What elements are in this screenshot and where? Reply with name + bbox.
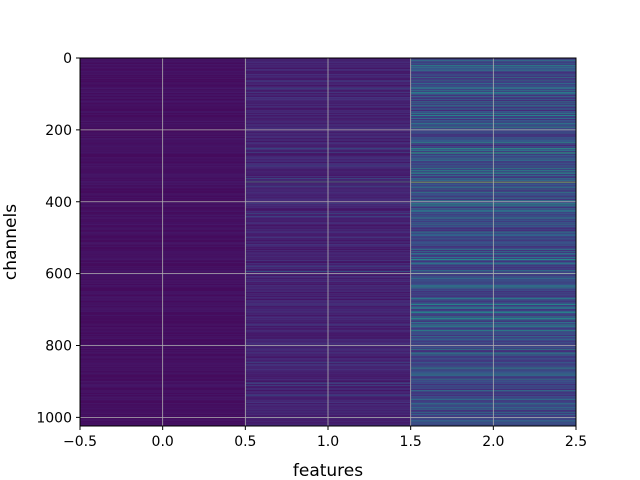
y-axis: 0 200 400 600 800 1000 bbox=[36, 51, 80, 426]
y-tick-label: 600 bbox=[45, 267, 72, 283]
x-tick-label: 0.0 bbox=[152, 434, 174, 450]
x-axis-title: features bbox=[293, 461, 363, 480]
grid-lines bbox=[80, 58, 576, 426]
x-tick-label: 1.5 bbox=[400, 434, 422, 450]
x-tick-label: 2.5 bbox=[565, 434, 587, 450]
x-tick-label: 0.5 bbox=[234, 434, 256, 450]
x-axis: −0.5 0.0 0.5 1.0 1.5 2.0 2.5 bbox=[63, 426, 587, 450]
y-tick-label: 1000 bbox=[36, 410, 72, 426]
y-axis-title: channels bbox=[1, 204, 21, 280]
x-tick-label: 1.0 bbox=[317, 434, 339, 450]
y-tick-label: 400 bbox=[45, 195, 72, 211]
x-tick-label: 2.0 bbox=[482, 434, 504, 450]
x-tick-label: −0.5 bbox=[63, 434, 97, 450]
y-tick-label: 0 bbox=[63, 51, 72, 67]
y-tick-label: 800 bbox=[45, 339, 72, 355]
y-tick-label: 200 bbox=[45, 123, 72, 139]
